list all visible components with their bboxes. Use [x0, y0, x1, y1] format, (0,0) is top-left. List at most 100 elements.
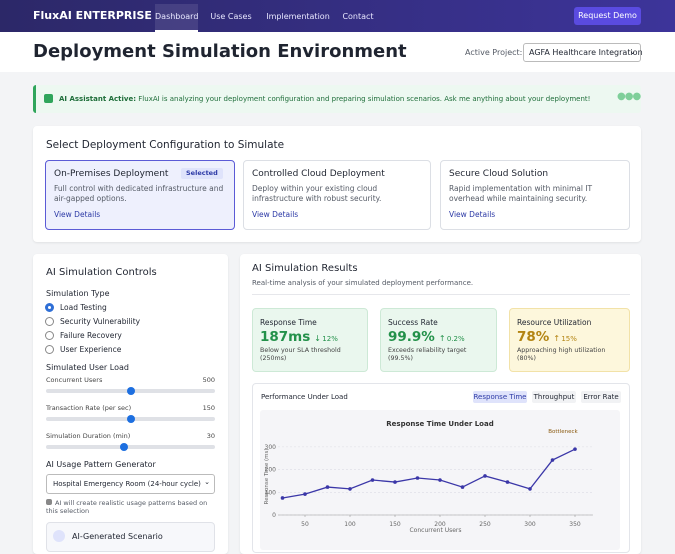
x-tick-label: 150	[389, 521, 401, 528]
card-link[interactable]: View Details	[449, 210, 496, 219]
radio-button[interactable]	[45, 317, 54, 326]
card-link[interactable]: View Details	[252, 210, 299, 219]
radio-label: Failure Recovery	[60, 331, 122, 340]
data-point	[325, 485, 330, 489]
card-link[interactable]: View Details	[54, 210, 101, 219]
card-description: Full control with dedicated infrastructu…	[54, 184, 224, 203]
slider-label: Transaction Rate (per sec)	[46, 404, 132, 412]
data-point	[573, 447, 577, 451]
slider-label: Concurrent Users	[46, 376, 103, 384]
slider-knob[interactable]	[120, 443, 128, 451]
radio-label: Security Vulnerability	[60, 317, 141, 326]
metric-change: 15%	[561, 335, 577, 343]
project-value: AGFA Healthcare Integration	[529, 48, 643, 57]
y-tick-label: 200	[265, 467, 277, 474]
change-arrow: ↑	[553, 334, 561, 343]
x-tick-label: 50	[301, 521, 309, 528]
cta-button[interactable]: Request Demo	[574, 7, 641, 25]
data-point	[528, 487, 532, 491]
x-axis-label: Concurrent Users	[409, 527, 461, 534]
pattern-note-text: AI will create realistic usage patterns …	[46, 499, 208, 515]
data-point	[280, 496, 285, 500]
brand[interactable]: FluxAI ENTERPRISE	[33, 9, 152, 22]
data-point	[505, 480, 510, 484]
pattern-value: Hospital Emergency Room (24-hour cycle)	[53, 480, 201, 488]
data-point	[550, 458, 555, 462]
project-select[interactable]: AGFA Healthcare Integration ⌄	[523, 43, 643, 62]
metric-change: 0.2%	[446, 335, 465, 343]
pattern-select[interactable]: Hospital Emergency Room (24-hour cycle) ⌄	[46, 474, 215, 494]
x-tick-label: 300	[524, 521, 536, 528]
type-label: Simulation Type	[46, 289, 110, 298]
nav-link[interactable]: Use Cases	[210, 12, 252, 21]
slider-value: 500	[202, 376, 215, 384]
metric-value: 78%	[517, 329, 550, 345]
data-point	[303, 492, 307, 496]
config-card[interactable]	[243, 160, 431, 230]
metric-change: 12%	[322, 335, 338, 343]
annotation: Bottleneck	[548, 429, 578, 435]
data-point	[393, 480, 397, 484]
metric-value: 99.9%	[388, 329, 435, 345]
data-point	[438, 478, 442, 482]
slider-value: 150	[202, 404, 215, 412]
data-point	[370, 478, 375, 482]
y-tick-label: 100	[265, 489, 277, 496]
change-arrow: ↓	[314, 334, 321, 343]
project-label: Active Project:	[465, 48, 523, 57]
nav-link[interactable]: Contact	[342, 12, 374, 21]
radio-button[interactable]	[45, 303, 54, 312]
x-tick-label: 350	[569, 521, 581, 528]
radio-button[interactable]	[45, 331, 54, 340]
nav-link[interactable]: Dashboard	[155, 4, 198, 32]
load-label: Simulated User Load	[46, 363, 129, 372]
bulb-icon	[53, 530, 65, 542]
y-tick-label: 0	[272, 512, 276, 519]
x-tick-label: 100	[344, 521, 356, 528]
x-tick-label: 250	[479, 521, 491, 528]
data-point	[348, 487, 352, 491]
chart-tab[interactable]: Response Time	[473, 391, 527, 403]
radio-label: Load Testing	[60, 303, 107, 312]
divider	[252, 294, 630, 295]
metric-note: Below your SLA threshold (250ms)	[260, 347, 341, 362]
controls-title: AI Simulation Controls	[46, 267, 157, 278]
chart-tab[interactable]: Throughput	[532, 391, 576, 403]
chart-tab[interactable]: Error Rate	[581, 391, 621, 403]
selected-badge: Selected	[181, 168, 223, 179]
page-title: Deployment Simulation Environment	[33, 41, 407, 62]
metric-label: Resource Utilization	[517, 318, 592, 327]
config-title: Select Deployment Configuration to Simul…	[46, 139, 285, 151]
assistant-banner	[33, 85, 641, 113]
slider-value: 30	[206, 432, 215, 440]
config-card[interactable]	[440, 160, 630, 230]
slider-knob[interactable]	[126, 387, 135, 395]
performance-title: Performance Under Load	[261, 393, 348, 401]
chart-title: Response Time Under Load	[386, 420, 493, 428]
robot-icon	[44, 94, 53, 103]
data-point	[483, 474, 487, 478]
typing-dots: ●●●	[617, 91, 641, 102]
metric-value: 187ms	[260, 329, 311, 345]
radio-label: User Experience	[60, 345, 122, 354]
card-title: Secure Cloud Solution	[449, 169, 549, 179]
data-line	[282, 448, 576, 499]
slider-knob[interactable]	[126, 415, 135, 423]
y-tick-label: 300	[265, 444, 277, 451]
controls-panel	[33, 254, 228, 554]
pattern-note: AI will create realistic usage patterns …	[46, 499, 216, 515]
slider-track	[46, 445, 215, 449]
change-arrow: ↑	[438, 334, 446, 343]
assistant-message: FluxAI is analyzing your deployment conf…	[138, 95, 591, 103]
card-description: Deploy within your existing cloud infras…	[252, 184, 382, 203]
pattern-label: AI Usage Pattern Generator	[46, 460, 156, 469]
assistant-text: AI Assistant Active: FluxAI is analyzing…	[59, 95, 590, 103]
radio-button[interactable]	[45, 345, 54, 354]
scenario-title: AI-Generated Scenario	[72, 532, 163, 541]
data-point	[460, 485, 465, 489]
nav-link[interactable]: Implementation	[266, 12, 330, 21]
data-point	[415, 476, 420, 480]
metric-label: Response Time	[260, 318, 317, 327]
y-axis-label: Response Time (ms)	[264, 448, 270, 504]
results-subtitle: Real-time analysis of your simulated dep…	[252, 279, 474, 287]
